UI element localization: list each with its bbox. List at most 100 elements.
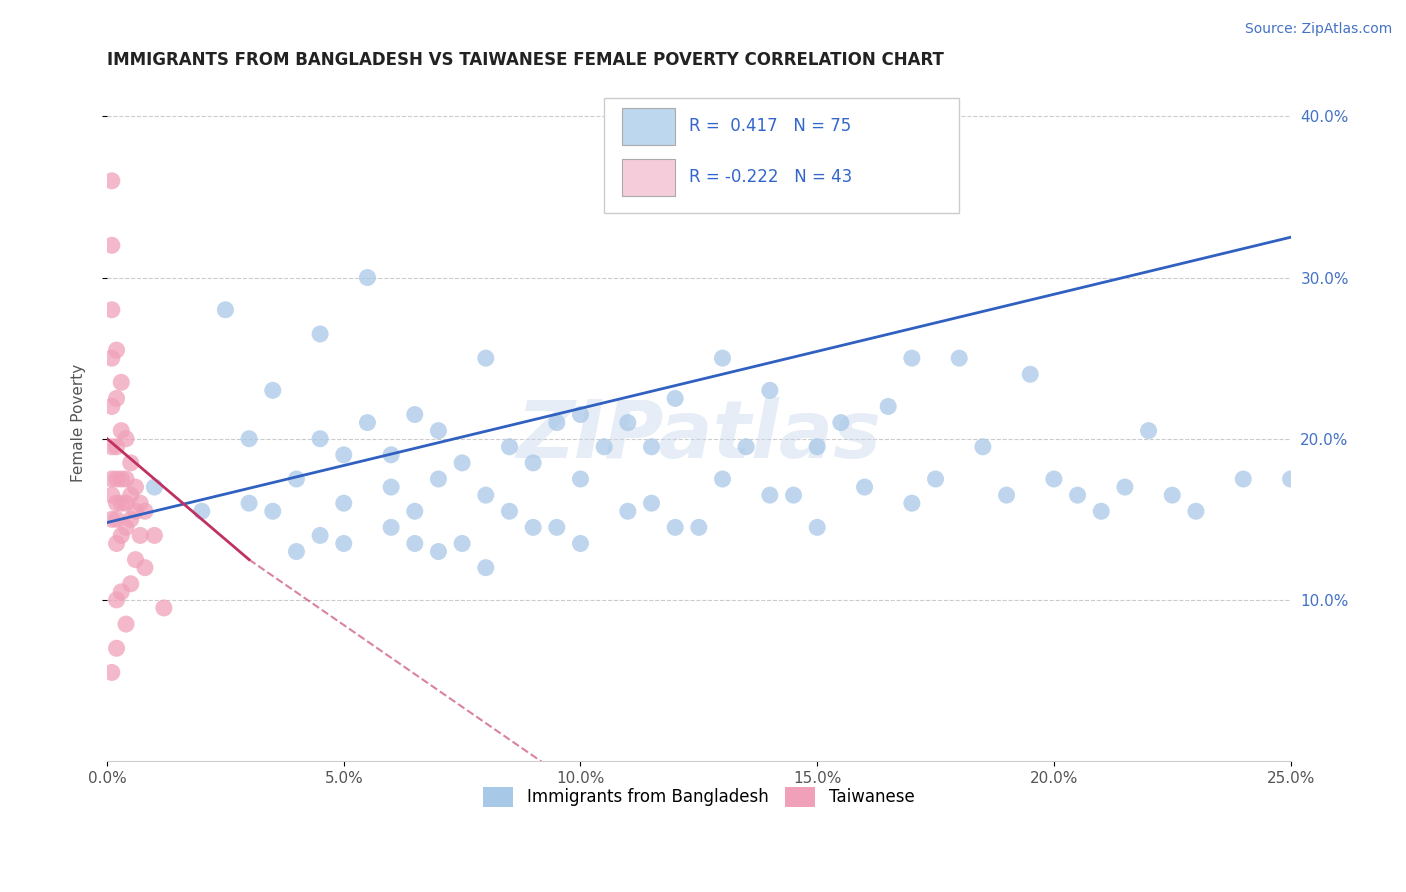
- Point: [129, 496, 152, 510]
- Point: [451, 536, 474, 550]
- Point: [830, 416, 852, 430]
- Point: [522, 520, 544, 534]
- Point: [101, 400, 124, 414]
- Point: [356, 416, 378, 430]
- Point: [711, 472, 734, 486]
- Point: [593, 440, 616, 454]
- Point: [120, 488, 142, 502]
- Point: [115, 520, 138, 534]
- Point: [124, 480, 146, 494]
- Text: R =  0.417   N = 75: R = 0.417 N = 75: [689, 117, 852, 135]
- Point: [153, 601, 176, 615]
- Point: [101, 472, 124, 486]
- Point: [380, 520, 402, 534]
- Point: [759, 488, 782, 502]
- Point: [105, 496, 128, 510]
- Point: [1185, 504, 1208, 518]
- Point: [333, 536, 356, 550]
- Point: [101, 512, 124, 526]
- Point: [664, 392, 686, 406]
- Text: IMMIGRANTS FROM BANGLADESH VS TAIWANESE FEMALE POVERTY CORRELATION CHART: IMMIGRANTS FROM BANGLADESH VS TAIWANESE …: [107, 51, 943, 69]
- Point: [404, 408, 426, 422]
- Point: [105, 440, 128, 454]
- Point: [569, 408, 592, 422]
- Point: [120, 512, 142, 526]
- Point: [498, 440, 520, 454]
- Point: [262, 504, 284, 518]
- Point: [105, 593, 128, 607]
- Point: [640, 440, 662, 454]
- Point: [333, 448, 356, 462]
- Point: [759, 384, 782, 398]
- Point: [115, 496, 138, 510]
- Point: [110, 496, 132, 510]
- Point: [498, 504, 520, 518]
- Point: [105, 641, 128, 656]
- Text: Source: ZipAtlas.com: Source: ZipAtlas.com: [1244, 22, 1392, 37]
- Point: [404, 536, 426, 550]
- Point: [143, 480, 166, 494]
- Point: [1019, 368, 1042, 382]
- Point: [101, 351, 124, 365]
- Point: [238, 432, 260, 446]
- Point: [522, 456, 544, 470]
- Point: [877, 400, 900, 414]
- Point: [995, 488, 1018, 502]
- Point: [688, 520, 710, 534]
- Point: [134, 560, 156, 574]
- Point: [309, 432, 332, 446]
- Point: [101, 174, 124, 188]
- Point: [546, 416, 568, 430]
- Text: ZIPatlas: ZIPatlas: [516, 397, 882, 475]
- Point: [101, 665, 124, 680]
- Point: [134, 504, 156, 518]
- Point: [101, 302, 124, 317]
- Point: [1090, 504, 1112, 518]
- Point: [475, 351, 498, 365]
- Y-axis label: Female Poverty: Female Poverty: [72, 363, 86, 482]
- Point: [806, 440, 828, 454]
- Point: [101, 238, 124, 252]
- Point: [735, 440, 758, 454]
- Point: [427, 544, 450, 558]
- Point: [214, 302, 236, 317]
- Point: [640, 496, 662, 510]
- Point: [1066, 488, 1088, 502]
- Point: [782, 488, 804, 502]
- Point: [475, 560, 498, 574]
- Point: [617, 416, 640, 430]
- Point: [110, 424, 132, 438]
- Point: [105, 343, 128, 357]
- Point: [333, 496, 356, 510]
- FancyBboxPatch shape: [621, 159, 675, 196]
- Point: [124, 552, 146, 566]
- Point: [105, 392, 128, 406]
- Point: [110, 584, 132, 599]
- Legend: Immigrants from Bangladesh, Taiwanese: Immigrants from Bangladesh, Taiwanese: [477, 780, 921, 814]
- Point: [380, 448, 402, 462]
- Point: [901, 496, 924, 510]
- Point: [427, 424, 450, 438]
- Point: [285, 544, 308, 558]
- Point: [105, 472, 128, 486]
- FancyBboxPatch shape: [621, 108, 675, 145]
- Point: [110, 528, 132, 542]
- Point: [115, 432, 138, 446]
- Point: [101, 488, 124, 502]
- Point: [356, 270, 378, 285]
- Point: [427, 472, 450, 486]
- Point: [1137, 424, 1160, 438]
- Point: [475, 488, 498, 502]
- Point: [105, 512, 128, 526]
- Point: [1279, 472, 1302, 486]
- Point: [101, 440, 124, 454]
- Point: [143, 528, 166, 542]
- Point: [120, 576, 142, 591]
- Point: [1114, 480, 1136, 494]
- Point: [617, 504, 640, 518]
- Point: [972, 440, 994, 454]
- Point: [901, 351, 924, 365]
- Point: [120, 456, 142, 470]
- Point: [569, 472, 592, 486]
- Point: [404, 504, 426, 518]
